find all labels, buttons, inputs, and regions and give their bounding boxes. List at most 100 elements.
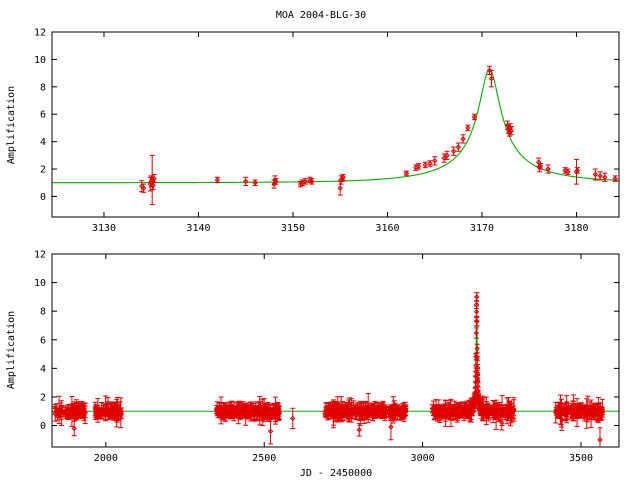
top-x-tick-label: 3180 [564,223,588,234]
bottom-data-point [474,370,481,376]
top-data-point [460,136,466,142]
bottom-data-point [330,409,336,415]
top-y-tick-label: 4 [40,137,46,148]
top-data-point [243,178,249,185]
top-x-tick-label: 3160 [375,223,399,234]
bottom-data-point [463,407,469,413]
bottom-data-point [597,411,603,417]
top-x-tick-label: 3140 [186,223,210,234]
bottom-panel-x-axis-label: JD - 2450000 [300,468,372,479]
top-data-point [214,177,221,183]
bottom-data-point [109,410,116,416]
top-y-tick-label: 6 [40,110,46,121]
top-data-point [150,182,156,189]
bottom-y-tick-label: 10 [34,278,46,289]
bottom-data-point [594,409,601,415]
top-data-point [415,163,422,170]
bottom-data-point [387,407,393,414]
bottom-data-point [81,408,87,414]
bottom-data-point [475,383,481,390]
bottom-data-point [556,407,562,414]
bottom-data-point [455,411,462,418]
bottom-data-point [220,406,226,413]
bottom-data-point [258,411,265,417]
bottom-data-point [251,412,257,418]
bottom-panel-y-axis-label: Amplification [6,311,17,389]
bottom-data-point [353,409,360,416]
top-data-point [140,185,147,191]
bottom-x-tick-label: 2000 [94,453,118,464]
top-data-point [302,178,308,185]
bottom-x-tick-label: 3500 [569,453,593,464]
top-panel: 0 2 4 6 8 10 12 3130 3140 3150 3160 3170 3180 [34,28,620,234]
top-data-point [432,158,438,164]
bottom-data-point [499,419,505,426]
bottom-data-point [429,406,436,412]
bottom-data-point [437,411,443,417]
top-data-point [602,174,608,180]
top-data-point [574,167,581,174]
bottom-data-point [272,409,279,415]
top-data-point [273,178,279,185]
bottom-data-point [356,427,362,433]
bottom-data-point [508,411,515,418]
top-data-point [597,173,603,179]
top-y-tick-label: 10 [34,55,46,66]
bottom-data-point [460,407,466,413]
bottom-data-point [246,410,253,416]
bottom-data-point [553,409,559,416]
bottom-data-point [75,411,81,417]
top-data-point [427,160,433,167]
bottom-data-point [272,407,279,414]
bottom-data-point [235,406,241,413]
bottom-panel: 0 2 4 6 8 10 12 2000 2500 3000 3500 [34,250,620,464]
bottom-data-point [585,406,592,413]
bottom-data-point [351,405,357,412]
bottom-data-point [269,411,276,417]
bottom-data-point [290,415,296,422]
bottom-data-point [58,410,65,416]
bottom-data-point [227,406,233,412]
top-data-point [455,144,462,150]
bottom-data-point [448,406,455,412]
bottom-data-point [243,409,249,416]
bottom-data-point [474,375,481,382]
top-data-point [565,169,571,175]
top-data-point [592,171,599,178]
bottom-data-point [473,309,480,315]
bottom-data-point [376,406,382,413]
top-y-tick-label: 8 [40,82,46,93]
top-data-point [252,180,258,186]
bottom-data-point [339,407,346,414]
bottom-data-point [563,410,569,417]
bottom-data-point [445,412,451,418]
top-data-point [508,127,514,134]
top-data-point [537,163,544,170]
bottom-data-point [475,388,481,394]
bottom-data-point [493,412,499,418]
bottom-y-tick-label: 12 [34,250,46,261]
bottom-y-tick-label: 0 [40,421,46,432]
bottom-data-point [388,424,394,430]
top-y-tick-label: 2 [40,165,46,176]
top-data-point [465,125,471,131]
bottom-y-tick-label: 2 [40,392,46,403]
bottom-frame [51,253,620,448]
bottom-data-point [559,417,565,423]
bottom-data-point [71,425,77,432]
bottom-data-point [397,410,403,417]
top-data-point [450,148,457,154]
bottom-data-point [73,406,80,413]
bottom-data-point [238,410,244,417]
top-y-tick-label: 0 [40,192,46,203]
top-data-point [471,114,478,120]
bottom-data-point [328,406,334,413]
top-model-curve [52,68,619,184]
bottom-x-tick-label: 3000 [411,453,435,464]
top-y-tick-label: 12 [34,28,46,39]
bottom-data-point [474,345,480,352]
bottom-data-point [109,408,115,414]
bottom-data-point [382,410,388,417]
top-frame [51,31,620,218]
bottom-data-point [369,409,375,416]
